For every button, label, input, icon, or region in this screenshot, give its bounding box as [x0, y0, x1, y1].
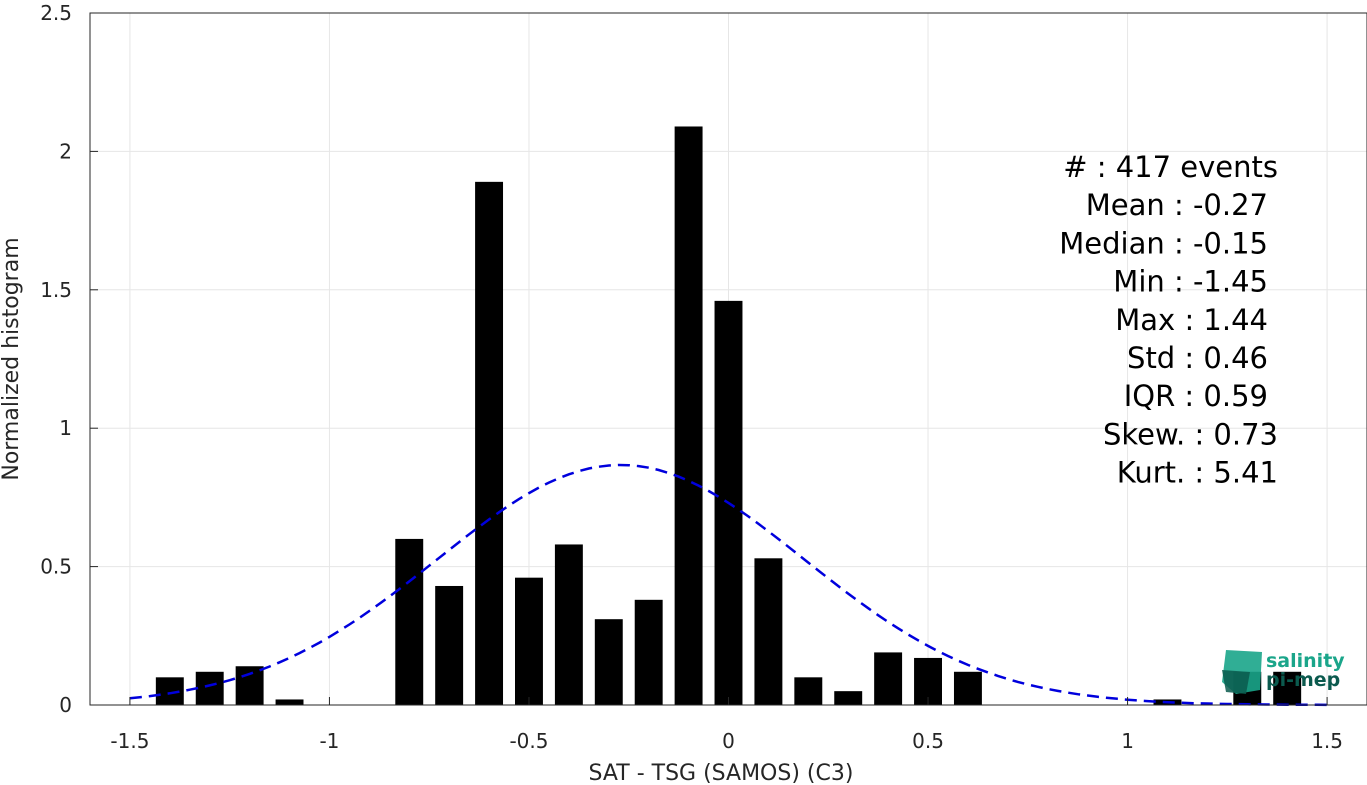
x-axis-ticks: -1.5 -1 -0.5 0 0.5 1 1.5: [110, 697, 1343, 753]
x-tick-label-5: 1: [1121, 729, 1134, 753]
histogram-bars: [155, 126, 1302, 706]
logo-text-salinity: salinity: [1266, 650, 1345, 672]
stat-line-8: Kurt. : 5.41: [1117, 456, 1278, 490]
histogram-bar-13: [754, 558, 783, 705]
y-tick-label-3: 1.5: [40, 278, 72, 302]
stat-line-5: Std : 0.46: [1127, 341, 1268, 375]
y-axis-label: Normalized histogram: [0, 237, 24, 480]
logo-mark-shadow-icon: [1222, 670, 1250, 694]
x-tick-label-2: -0.5: [509, 729, 548, 753]
y-tick-label-4: 2: [59, 139, 72, 163]
y-tick-label-2: 1: [59, 416, 72, 440]
stat-line-4: Max : 1.44: [1115, 303, 1268, 337]
histogram-bar-2: [235, 666, 264, 705]
stat-line-1: Mean : -0.27: [1086, 188, 1268, 222]
x-tick-label-0: -1.5: [110, 729, 149, 753]
histogram-bar-21: [1273, 671, 1302, 705]
histogram-bar-7: [515, 577, 543, 705]
histogram-bar-9: [594, 619, 623, 705]
histogram-bar-5: [435, 585, 464, 705]
stat-line-0: # : 417 events: [1063, 150, 1278, 184]
histogram-bar-15: [834, 691, 863, 705]
x-axis-label: SAT - TSG (SAMOS) (C3): [589, 761, 854, 785]
histogram-bar-3: [275, 699, 304, 705]
stat-line-3: Min : -1.45: [1113, 265, 1268, 299]
stat-line-7: Skew. : 0.73: [1103, 417, 1278, 451]
histogram-bar-16: [874, 652, 903, 705]
y-tick-label-1: 0.5: [40, 555, 72, 579]
histogram-bar-6: [475, 181, 504, 705]
statistics-box: # : 417 events Mean : -0.27 Median : -0.15…: [1059, 150, 1278, 490]
histogram-bar-4: [395, 538, 424, 705]
histogram-bar-10: [634, 599, 663, 705]
histogram-bar-1: [195, 671, 224, 705]
y-tick-label-5: 2.5: [40, 1, 72, 25]
x-tick-label-1: -1: [319, 729, 339, 753]
histogram-bar-14: [794, 677, 823, 705]
stat-line-6: IQR : 0.59: [1124, 379, 1268, 413]
histogram-bar-18: [953, 671, 982, 705]
stat-line-2: Median : -0.15: [1059, 226, 1268, 260]
x-tick-label-6: 1.5: [1311, 729, 1343, 753]
logo-text-pi-mep: pi-mep: [1266, 669, 1340, 691]
y-axis-ticks: 0 0.5 1 1.5 2 2.5: [40, 1, 98, 717]
salinity-pi-mep-logo: salinity pi-mep: [1222, 650, 1345, 694]
y-tick-label-0: 0: [59, 693, 72, 717]
histogram-bar-0: [155, 677, 184, 705]
x-tick-label-4: 0.5: [912, 729, 944, 753]
x-tick-label-3: 0: [722, 729, 735, 753]
histogram-bar-8: [554, 544, 583, 705]
histogram-bar-11: [674, 126, 703, 706]
